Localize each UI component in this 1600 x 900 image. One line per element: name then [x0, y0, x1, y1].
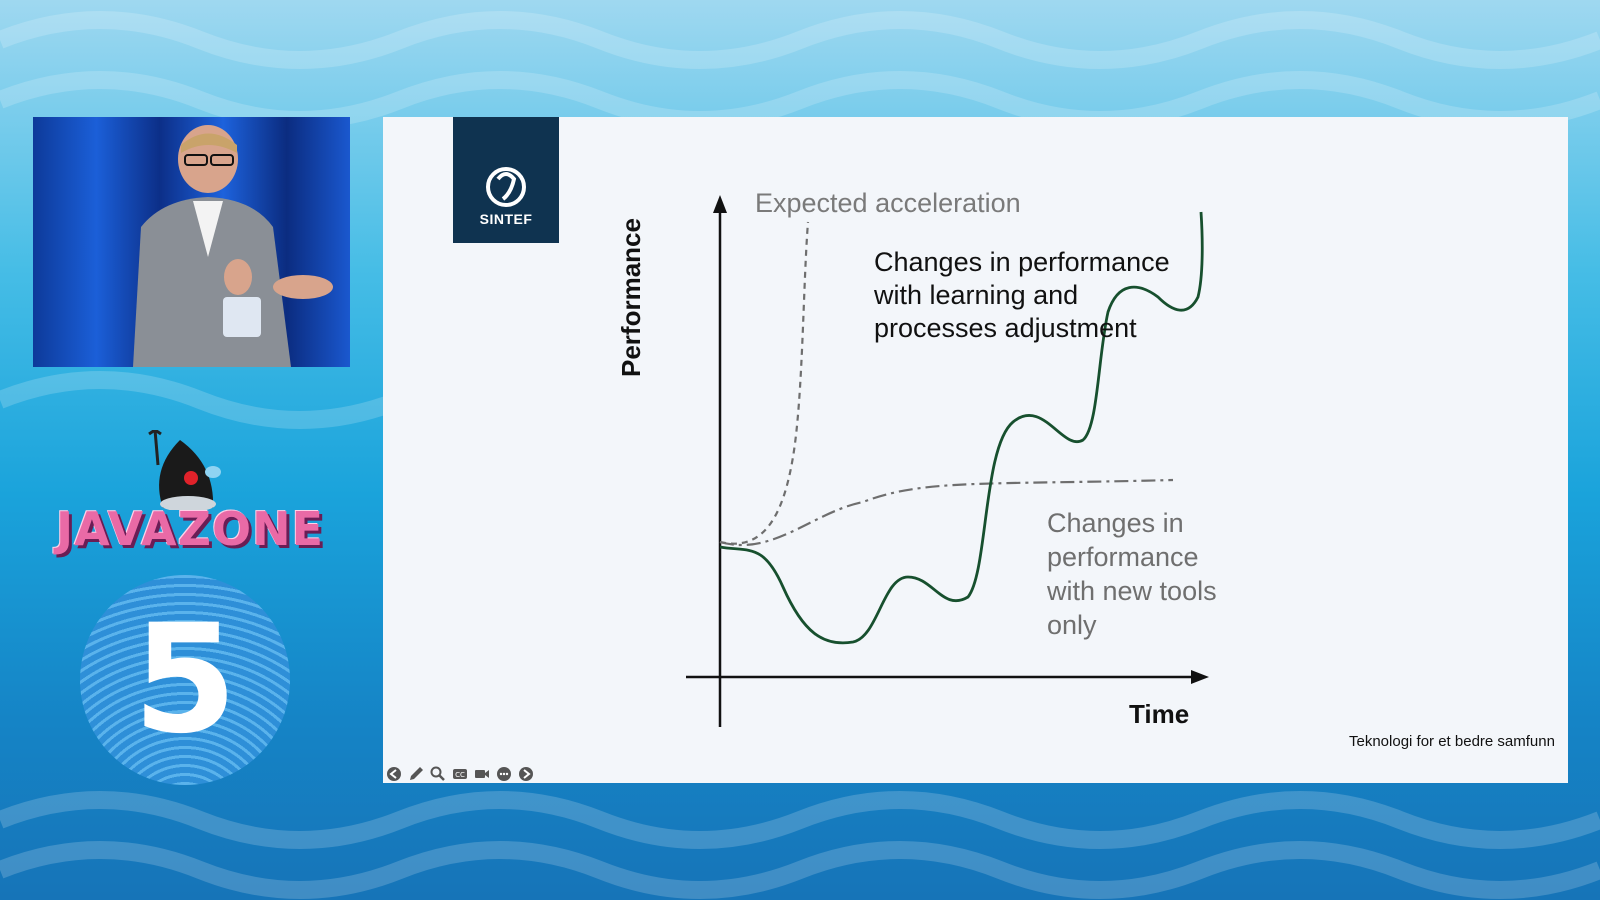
edition-number: 5: [132, 593, 238, 767]
presentation-slide: SINTEF Performance Time Expected acceler…: [383, 117, 1568, 783]
speaker-video: [33, 117, 350, 367]
zoom-icon[interactable]: [429, 765, 447, 783]
camera-icon[interactable]: [473, 765, 491, 783]
x-axis-arrow: [1191, 670, 1209, 684]
slide-toolbar: CC: [383, 765, 535, 783]
x-axis-label: Time: [1129, 699, 1190, 729]
new-tools-only-curve: [719, 478, 1174, 547]
sintef-wordmark: SINTEF: [479, 211, 533, 227]
y-axis-arrow: [713, 195, 727, 213]
javazone-logo: JAVAZONE 5: [45, 428, 335, 790]
chart-curves: [719, 211, 1204, 645]
y-axis-label: Performance: [616, 218, 646, 377]
sintef-logo: SINTEF: [453, 117, 559, 243]
learning-and-processes-curve: [719, 211, 1204, 645]
annotation-learning: Changes in performance with learning and…: [874, 247, 1170, 343]
slide-footer: Teknologi for et bedre samfunn: [1349, 733, 1555, 750]
arrow-right-icon[interactable]: [517, 765, 535, 783]
mascot-icon: [148, 428, 221, 512]
sintef-emblem-icon: [486, 167, 526, 207]
arrow-left-icon[interactable]: [385, 765, 403, 783]
more-icon[interactable]: [495, 765, 513, 783]
annotation-tools: Changes in performance with new tools on…: [1047, 508, 1217, 640]
svg-text:CC: CC: [455, 771, 465, 779]
speaker-figure: [133, 125, 333, 367]
expected-acceleration-curve: [719, 221, 810, 545]
performance-chart: [686, 195, 1209, 727]
captions-icon[interactable]: CC: [451, 765, 469, 783]
pen-icon[interactable]: [407, 765, 425, 783]
annotation-expected: Expected acceleration: [755, 188, 1021, 218]
chart-axes: [686, 195, 1209, 727]
edition-badge: 5: [80, 575, 290, 785]
javazone-wordmark: JAVAZONE: [55, 502, 325, 556]
